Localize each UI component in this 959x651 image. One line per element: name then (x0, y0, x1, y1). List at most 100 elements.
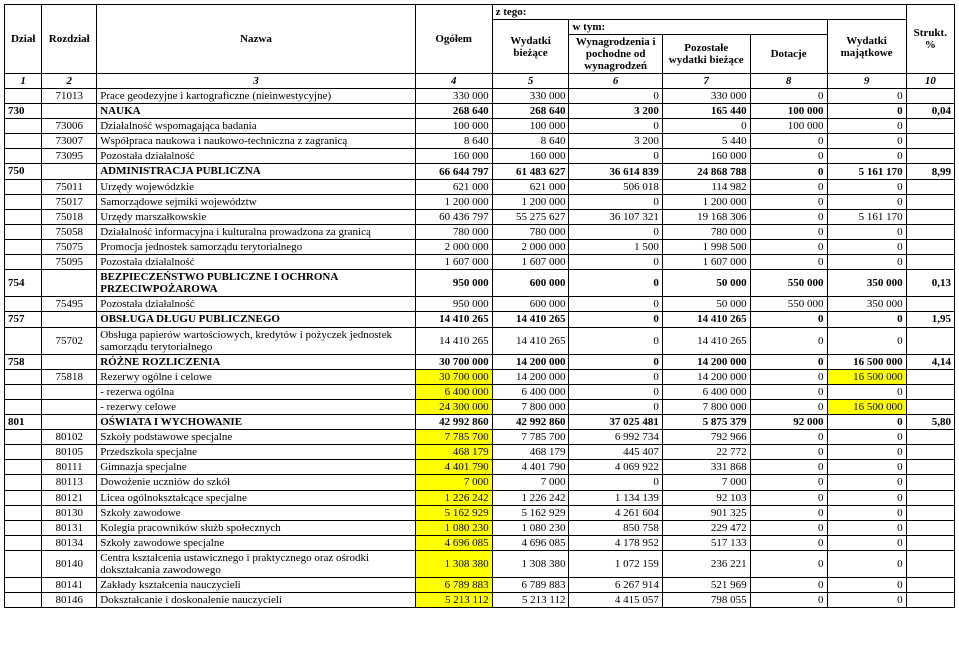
cell-strukt (906, 490, 954, 505)
cell-majatkowe: 0 (827, 224, 906, 239)
cell-dotacje: 0 (750, 399, 827, 414)
cell-dotacje: 0 (750, 179, 827, 194)
cell-dzial (5, 239, 42, 254)
table-row: 71013Prace geodezyjne i kartograficzne (… (5, 89, 955, 104)
cell-wynagrodzenia: 1 500 (569, 239, 662, 254)
cell-majatkowe: 0 (827, 430, 906, 445)
th-majatkowe: Wydatki majątkowe (827, 20, 906, 74)
cell-biezace: 600 000 (492, 297, 569, 312)
table-row: - rezerwa ogólna6 400 0006 400 00006 400… (5, 384, 955, 399)
cell-wynagrodzenia: 0 (569, 270, 662, 297)
cell-ogolem: 5 162 929 (415, 505, 492, 520)
table-row: 80102Szkoły podstawowe specjalne7 785 70… (5, 430, 955, 445)
cell-dotacje: 0 (750, 445, 827, 460)
cell-strukt (906, 399, 954, 414)
cell-pozostale: 792 966 (662, 430, 750, 445)
cell-nazwa: Przedszkola specjalne (97, 445, 415, 460)
cell-nazwa: ADMINISTRACJA PUBLICZNA (97, 164, 415, 179)
cell-dzial: 730 (5, 104, 42, 119)
hn-8: 8 (750, 74, 827, 89)
cell-strukt (906, 194, 954, 209)
table-row: 80121Licea ogólnokształcące specjalne1 2… (5, 490, 955, 505)
cell-ogolem: 268 640 (415, 104, 492, 119)
cell-dotacje: 550 000 (750, 297, 827, 312)
cell-ogolem: 2 000 000 (415, 239, 492, 254)
cell-rozdzial (42, 164, 97, 179)
hn-6: 6 (569, 74, 662, 89)
cell-wynagrodzenia: 0 (569, 224, 662, 239)
cell-wynagrodzenia: 3 200 (569, 134, 662, 149)
cell-strukt (906, 179, 954, 194)
cell-strukt (906, 369, 954, 384)
cell-nazwa: Licea ogólnokształcące specjalne (97, 490, 415, 505)
cell-majatkowe: 0 (827, 194, 906, 209)
cell-biezace: 1 607 000 (492, 255, 569, 270)
cell-biezace: 1 308 380 (492, 550, 569, 577)
cell-ogolem: 60 436 797 (415, 209, 492, 224)
cell-majatkowe: 16 500 000 (827, 354, 906, 369)
cell-dotacje: 0 (750, 384, 827, 399)
hn-4: 4 (415, 74, 492, 89)
cell-rozdzial: 80140 (42, 550, 97, 577)
cell-nazwa: - rezerwy celowe (97, 399, 415, 414)
cell-dotacje: 550 000 (750, 270, 827, 297)
cell-biezace: 8 640 (492, 134, 569, 149)
cell-pozostale: 521 969 (662, 578, 750, 593)
cell-rozdzial (42, 270, 97, 297)
cell-dzial: 757 (5, 312, 42, 327)
cell-nazwa: RÓŻNE ROZLICZENIA (97, 354, 415, 369)
cell-strukt (906, 149, 954, 164)
cell-dzial (5, 209, 42, 224)
cell-ogolem: 14 410 265 (415, 327, 492, 354)
cell-nazwa: Promocja jednostek samorządu terytorialn… (97, 239, 415, 254)
hn-10: 10 (906, 74, 954, 89)
cell-biezace: 61 483 627 (492, 164, 569, 179)
cell-dzial: 758 (5, 354, 42, 369)
cell-pozostale: 19 168 306 (662, 209, 750, 224)
cell-ogolem: 66 644 797 (415, 164, 492, 179)
cell-dotacje: 0 (750, 460, 827, 475)
cell-ogolem: 160 000 (415, 149, 492, 164)
th-ogolem: Ogółem (415, 5, 492, 74)
cell-nazwa: Centra kształcenia ustawicznego i prakty… (97, 550, 415, 577)
cell-dzial (5, 520, 42, 535)
cell-dotacje: 92 000 (750, 415, 827, 430)
cell-dzial (5, 490, 42, 505)
cell-pozostale: 165 440 (662, 104, 750, 119)
cell-nazwa: Prace geodezyjne i kartograficzne (niein… (97, 89, 415, 104)
cell-nazwa: Współpraca naukowa i naukowo-techniczna … (97, 134, 415, 149)
cell-dotacje: 0 (750, 578, 827, 593)
section-row: 757OBSŁUGA DŁUGU PUBLICZNEGO14 410 26514… (5, 312, 955, 327)
cell-strukt (906, 209, 954, 224)
cell-majatkowe: 0 (827, 104, 906, 119)
cell-majatkowe: 16 500 000 (827, 369, 906, 384)
cell-dotacje: 0 (750, 505, 827, 520)
cell-majatkowe: 5 161 170 (827, 209, 906, 224)
table-row: 75011Urzędy wojewódzkie621 000621 000506… (5, 179, 955, 194)
cell-nazwa: Pozostała działalność (97, 297, 415, 312)
table-row: 80105Przedszkola specjalne468 179468 179… (5, 445, 955, 460)
cell-pozostale: 92 103 (662, 490, 750, 505)
cell-biezace: 7 000 (492, 475, 569, 490)
table-row: 80113Dowożenie uczniów do szkół7 0007 00… (5, 475, 955, 490)
cell-majatkowe: 0 (827, 179, 906, 194)
cell-biezace: 6 789 883 (492, 578, 569, 593)
cell-biezace: 780 000 (492, 224, 569, 239)
cell-wynagrodzenia: 36 107 321 (569, 209, 662, 224)
cell-dotacje: 0 (750, 224, 827, 239)
cell-dzial (5, 179, 42, 194)
cell-rozdzial: 75095 (42, 255, 97, 270)
cell-strukt (906, 520, 954, 535)
header-numbers-row: 1 2 3 4 5 6 7 8 9 10 (5, 74, 955, 89)
cell-nazwa: Zakłady kształcenia nauczycieli (97, 578, 415, 593)
cell-pozostale: 50 000 (662, 297, 750, 312)
section-row: 758RÓŻNE ROZLICZENIA30 700 00014 200 000… (5, 354, 955, 369)
table-row: 80141Zakłady kształcenia nauczycieli6 78… (5, 578, 955, 593)
cell-ogolem: 24 300 000 (415, 399, 492, 414)
cell-majatkowe: 0 (827, 134, 906, 149)
cell-strukt (906, 119, 954, 134)
budget-table: Dział Rozdział Nazwa Ogółem z tego: Stru… (4, 4, 955, 608)
cell-dotacje: 0 (750, 149, 827, 164)
cell-dotacje: 0 (750, 550, 827, 577)
table-row: 73007Współpraca naukowa i naukowo-techni… (5, 134, 955, 149)
